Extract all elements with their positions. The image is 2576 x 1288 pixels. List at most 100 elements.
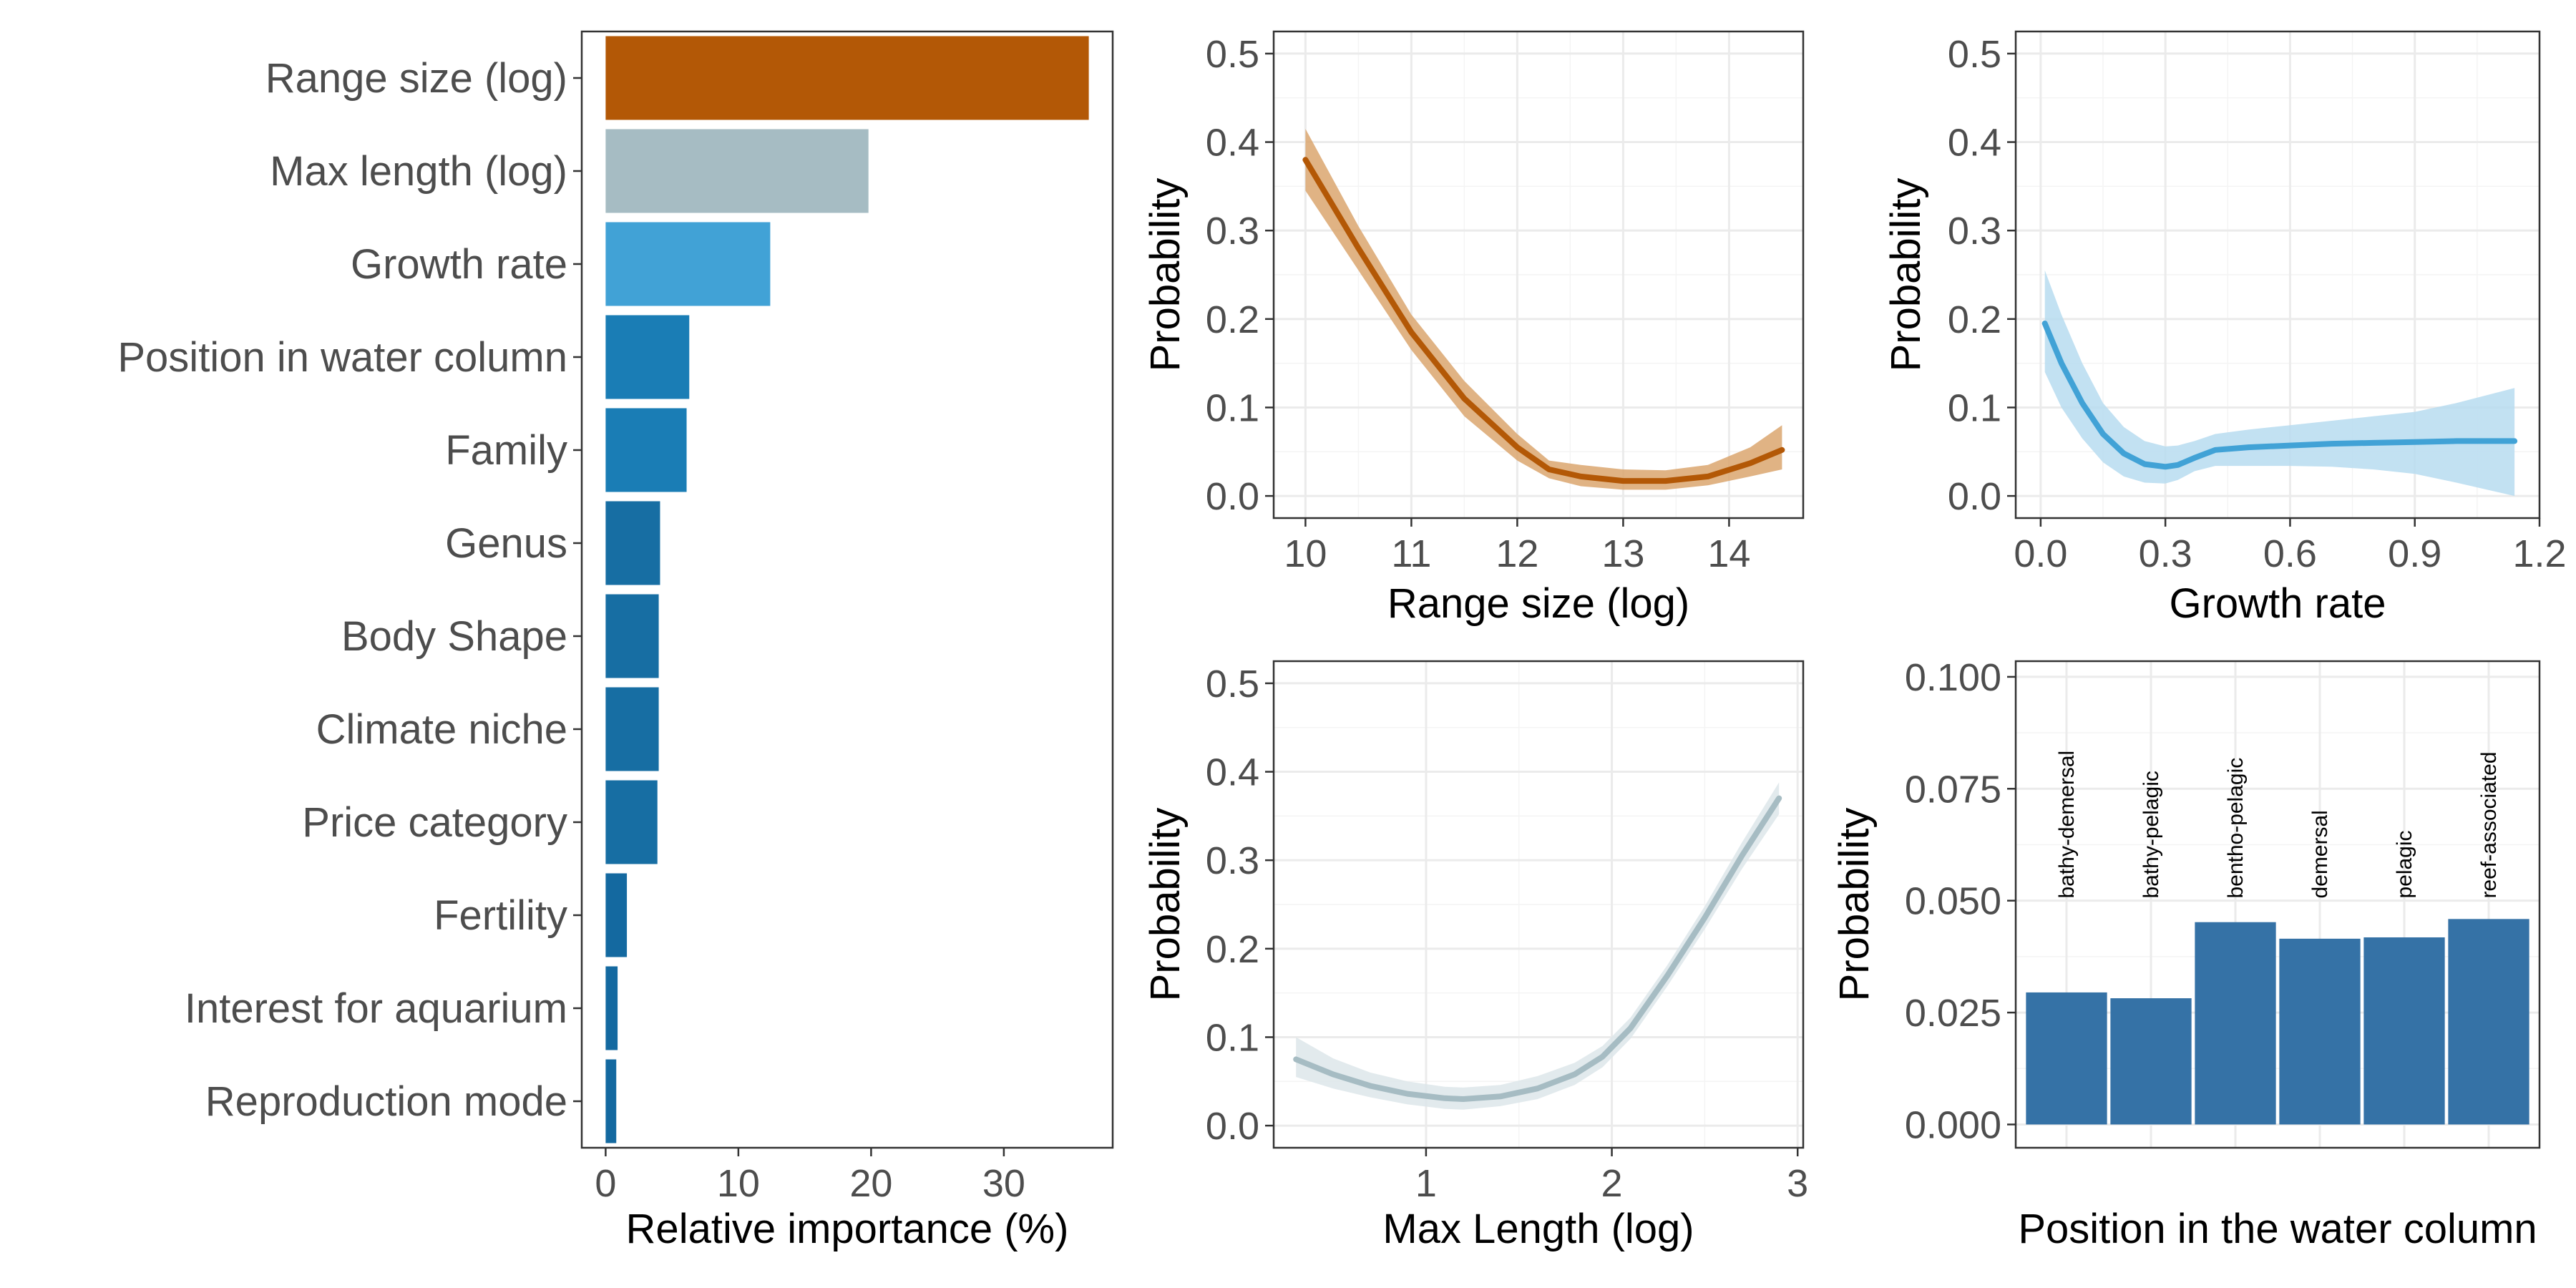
importance-bar	[605, 1059, 617, 1143]
water-column-y-tick-label: 0.050	[1905, 880, 2001, 923]
importance-x-tick-label: 0	[595, 1162, 616, 1205]
growth-rate-x-tick-label: 0.6	[2263, 532, 2317, 575]
water-column-bar-label: pelagic	[2393, 830, 2416, 898]
max-length-y-axis-title: Probability	[1142, 808, 1189, 1002]
water-column-bar-label: reef-associated	[2477, 751, 2501, 898]
max-length-ticks: 0.0 0.1 0.2 0.3 0.4 0.5 1 2 3	[1206, 663, 1808, 1205]
growth-rate-panel-frame	[2014, 30, 2541, 519]
importance-bar	[605, 594, 659, 678]
water-column-bars	[2026, 919, 2529, 1125]
importance-bar	[605, 222, 771, 306]
water-column-y-tick-label: 0.025	[1905, 992, 2001, 1035]
importance-bar	[605, 408, 687, 492]
max-length-x-tick-label: 3	[1787, 1162, 1808, 1205]
range-size-y-tick-label: 0.3	[1206, 210, 1259, 253]
water-column-y-tick-label: 0.100	[1905, 656, 2001, 699]
importance-bar	[605, 687, 659, 771]
range-size-y-axis-title: Probability	[1142, 178, 1189, 372]
panel-importance: Range size (log) Max length (log) Growth r…	[117, 30, 1114, 1252]
water-column-bar-label: bentho-pelagic	[2224, 758, 2248, 899]
importance-panel-frame	[580, 30, 1114, 1149]
importance-x-tick-label: 10	[717, 1162, 760, 1205]
growth-rate-x-tick-label: 0.3	[2139, 532, 2192, 575]
importance-x-axis-title: Relative importance (%)	[626, 1206, 1069, 1252]
growth-rate-x-tick-label: 1.2	[2512, 532, 2566, 575]
importance-bars	[605, 36, 1089, 1143]
importance-category-label: Range size (log)	[265, 55, 567, 102]
max-length-grid	[1274, 661, 1803, 1148]
panel-growth-rate: 0.0 0.1 0.2 0.3 0.4 0.5 0.0 0.3 0.6 0.9 1.2 Growth…	[1883, 30, 2567, 627]
range-size-panel-frame	[1272, 30, 1805, 519]
growth-rate-ticks: 0.0 0.1 0.2 0.3 0.4 0.5 0.0 0.3 0.6 0.9 1.2	[1948, 33, 2567, 575]
water-column-bar-label: bathy-demersal	[2055, 751, 2079, 899]
importance-bar	[605, 129, 869, 213]
importance-bar	[605, 780, 658, 864]
importance-category-label: Fertility	[434, 892, 567, 939]
range-size-x-axis-title: Range size (log)	[1387, 580, 1689, 627]
growth-rate-y-tick-label: 0.5	[1948, 33, 2001, 76]
importance-x-ticks: 0 10 20 30	[595, 1148, 1025, 1205]
importance-category-label: Genus	[445, 520, 567, 567]
panel-range-size: 0.0 0.1 0.2 0.3 0.4 0.5 10 11 12 13 14 Range size …	[1142, 30, 1805, 627]
growth-rate-x-tick-label: 0.0	[2014, 532, 2067, 575]
max-length-panel-frame	[1272, 660, 1805, 1149]
importance-bar	[605, 36, 1089, 120]
range-size-y-tick-label: 0.2	[1206, 298, 1259, 341]
water-column-bar	[2363, 937, 2445, 1125]
importance-category-label: Climate niche	[316, 706, 567, 753]
water-column-y-tick-label: 0.075	[1905, 768, 2001, 811]
range-size-ticks: 0.0 0.1 0.2 0.3 0.4 0.5 10 11 12 13 14	[1206, 33, 1751, 575]
range-size-confidence-band	[1305, 129, 1782, 490]
water-column-bar-labels: bathy-demersal bathy-pelagic bentho-pelagi…	[2055, 751, 2501, 899]
importance-category-label: Interest for aquarium	[185, 985, 567, 1032]
panel-water-column: bathy-demersal bathy-pelagic bentho-pelagi…	[1831, 656, 2541, 1252]
max-length-curve	[1293, 795, 1782, 1102]
importance-bar	[605, 315, 690, 399]
max-length-x-axis-title: Max Length (log)	[1382, 1206, 1694, 1252]
water-column-y-axis-title: Probability	[1831, 808, 1878, 1002]
range-size-y-tick-label: 0.4	[1206, 122, 1259, 165]
max-length-y-tick-label: 0.4	[1206, 751, 1259, 794]
growth-rate-x-tick-label: 0.9	[2388, 532, 2441, 575]
max-length-y-tick-label: 0.3	[1206, 839, 1259, 882]
water-column-x-axis-title: Position in the water column	[2018, 1206, 2537, 1252]
importance-bar	[605, 966, 618, 1050]
panel-max-length: 0.0 0.1 0.2 0.3 0.4 0.5 1 2 3 Max Length (log) P…	[1142, 660, 1808, 1252]
importance-x-tick-label: 20	[849, 1162, 892, 1205]
importance-category-label: Family	[445, 427, 567, 474]
max-length-y-tick-label: 0.1	[1206, 1016, 1259, 1059]
growth-rate-y-axis-title: Probability	[1883, 178, 1929, 372]
max-length-x-tick-label: 2	[1601, 1162, 1623, 1205]
importance-category-label: Max length (log)	[270, 148, 567, 195]
water-column-bar-label: demersal	[2308, 810, 2332, 898]
water-column-y-tick-label: 0.000	[1905, 1103, 2001, 1146]
range-size-x-tick-label: 14	[1707, 532, 1750, 575]
range-size-x-tick-label: 10	[1284, 532, 1327, 575]
importance-category-labels: Range size (log) Max length (log) Growth r…	[117, 55, 582, 1125]
water-column-bar	[2110, 998, 2192, 1125]
range-size-y-tick-label: 0.1	[1206, 386, 1259, 429]
range-size-y-tick-label: 0.5	[1206, 33, 1259, 76]
importance-bar	[605, 873, 628, 957]
max-length-y-tick-label: 0.0	[1206, 1105, 1259, 1148]
range-size-y-tick-label: 0.0	[1206, 475, 1259, 518]
growth-rate-y-tick-label: 0.0	[1948, 475, 2001, 518]
max-length-x-tick-label: 1	[1415, 1162, 1437, 1205]
max-length-y-tick-label: 0.5	[1206, 663, 1259, 706]
water-column-bar-label: bathy-pelagic	[2140, 771, 2163, 898]
range-size-curve	[1302, 157, 1785, 484]
water-column-bar	[2195, 922, 2276, 1125]
water-column-panel-frame	[2014, 660, 2541, 1149]
importance-category-label: Price category	[302, 799, 567, 846]
water-column-bar	[2279, 938, 2361, 1125]
importance-bar	[605, 501, 660, 585]
max-length-y-tick-label: 0.2	[1206, 928, 1259, 971]
water-column-ticks: 0.000 0.025 0.050 0.075 0.100	[1905, 656, 2016, 1146]
importance-category-label: Position in water column	[117, 334, 567, 381]
importance-x-tick-label: 30	[982, 1162, 1025, 1205]
importance-category-label: Reproduction mode	[205, 1078, 567, 1125]
importance-category-label: Growth rate	[351, 241, 567, 288]
growth-rate-y-tick-label: 0.1	[1948, 386, 2001, 429]
range-size-x-tick-label: 12	[1496, 532, 1538, 575]
